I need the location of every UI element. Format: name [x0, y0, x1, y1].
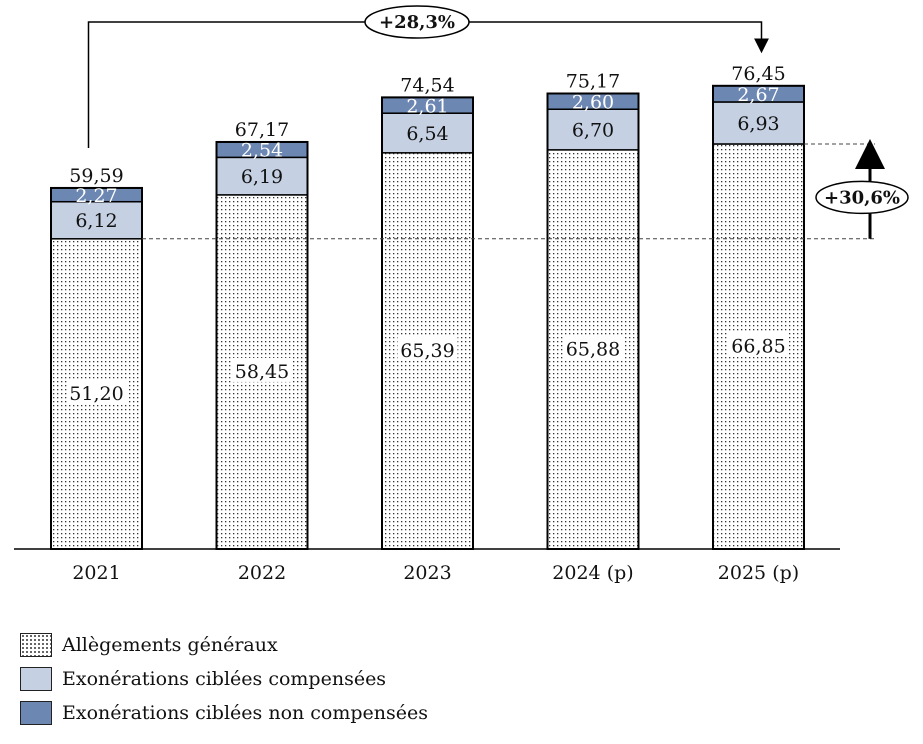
value-label-compensees: 6,93	[737, 113, 779, 135]
general-growth-bubble	[815, 180, 909, 215]
x-tick-label: 2022	[238, 562, 286, 584]
bar-segment-compensees	[50, 200, 143, 240]
total-label: 75,17	[566, 70, 620, 92]
value-label-allegements: 65,39	[400, 340, 454, 362]
legend-label: Allègements généraux	[62, 634, 278, 656]
value-label-non-compensees: 2,61	[406, 95, 448, 117]
value-label-compensees: 6,19	[241, 166, 283, 188]
legend-label: Exonérations ciblées compensées	[62, 668, 387, 690]
value-label-bg	[66, 379, 127, 404]
total-growth-label: +28,3%	[379, 12, 455, 33]
total-label: 59,59	[69, 165, 123, 187]
bar-segment-compensees	[381, 112, 474, 154]
legend-swatch-light	[20, 667, 52, 691]
total-growth-bubble	[364, 5, 470, 39]
value-label-bg	[232, 357, 292, 382]
value-label-compensees: 6,70	[572, 120, 614, 142]
total-label: 67,17	[235, 119, 289, 141]
value-label-compensees: 6,12	[75, 210, 117, 232]
x-tick-label: 2024 (p)	[552, 562, 633, 584]
legend-swatch-dots	[20, 633, 52, 657]
chart-legend: Allègements généraux Exonérations ciblée…	[20, 628, 428, 730]
value-label-non-compensees: 2,54	[241, 140, 283, 162]
value-label-non-compensees: 2,67	[737, 84, 779, 106]
legend-item-compensees: Exonérations ciblées compensées	[20, 662, 428, 696]
value-label-allegements: 58,45	[235, 361, 289, 383]
total-label: 74,54	[400, 74, 454, 96]
legend-item-non-compensees: Exonérations ciblées non compensées	[20, 696, 428, 730]
value-label-bg	[563, 335, 623, 360]
legend-label: Exonérations ciblées non compensées	[62, 702, 429, 724]
x-tick-label: 2025 (p)	[718, 562, 799, 584]
total-label: 76,45	[731, 63, 785, 85]
value-label-compensees: 6,54	[406, 123, 448, 145]
value-label-allegements: 66,85	[731, 335, 785, 357]
legend-item-allegements: Allègements généraux	[20, 628, 428, 662]
value-label-bg	[728, 332, 789, 357]
value-label-bg	[397, 336, 458, 361]
value-label-non-compensees: 2,60	[572, 91, 614, 113]
bar-segment-compensees	[712, 101, 805, 145]
legend-swatch-dark	[20, 701, 52, 725]
x-tick-label: 2023	[403, 562, 451, 584]
value-label-allegements: 65,88	[566, 338, 620, 360]
value-label-allegements: 51,20	[69, 383, 123, 405]
x-tick-label: 2021	[72, 562, 120, 584]
value-label-non-compensees: 2,27	[75, 185, 117, 207]
general-growth-label: +30,6%	[824, 187, 900, 208]
